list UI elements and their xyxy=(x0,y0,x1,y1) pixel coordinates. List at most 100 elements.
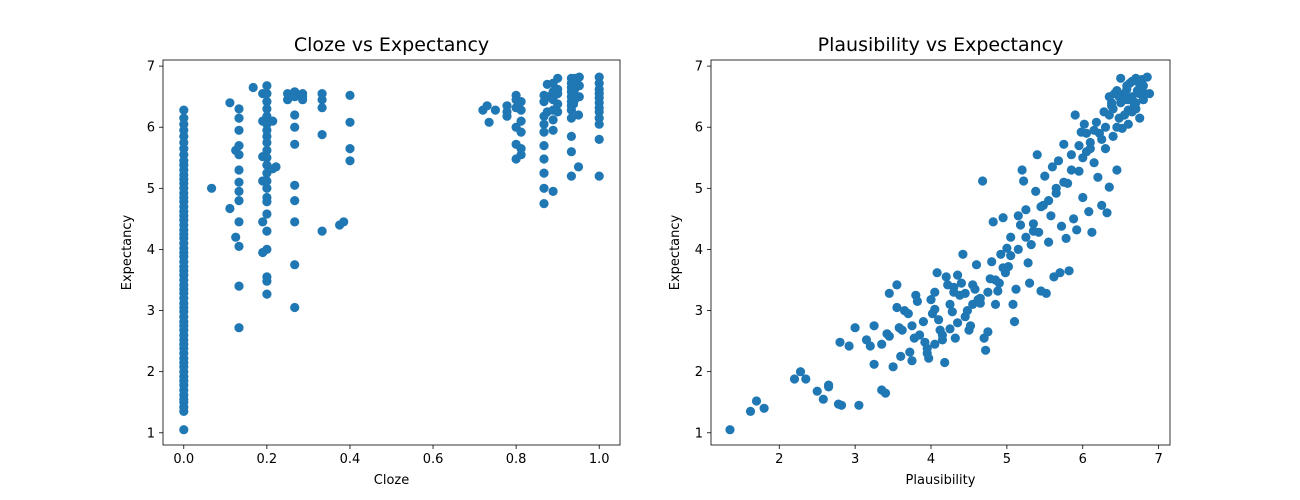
data-point xyxy=(937,330,948,340)
data-point xyxy=(926,295,936,305)
data-point xyxy=(1061,233,1071,243)
data-point xyxy=(1091,117,1101,127)
data-point xyxy=(835,337,845,347)
data-point xyxy=(1123,95,1133,105)
data-point xyxy=(1044,196,1054,206)
data-point xyxy=(1135,113,1145,123)
x-tick-label: 2 xyxy=(775,452,783,467)
data-point xyxy=(896,351,906,361)
x-tick-label: 5 xyxy=(1003,452,1011,467)
data-point xyxy=(1107,101,1117,111)
data-point xyxy=(1078,192,1088,203)
data-point xyxy=(516,105,526,115)
data-point xyxy=(1032,150,1042,160)
data-point xyxy=(225,203,235,214)
data-point xyxy=(553,73,563,83)
data-point xyxy=(941,272,951,282)
data-point xyxy=(553,89,563,99)
data-point xyxy=(993,286,1003,296)
data-point xyxy=(234,150,244,160)
data-point xyxy=(345,90,355,100)
data-point xyxy=(1079,119,1089,129)
data-point xyxy=(262,289,272,299)
data-point xyxy=(553,99,563,109)
data-point xyxy=(930,287,940,297)
data-point xyxy=(970,284,980,294)
data-point xyxy=(234,281,244,291)
x-axis-label: Cloze xyxy=(374,473,409,488)
y-tick-label: 4 xyxy=(695,243,703,258)
data-point xyxy=(594,171,604,181)
data-point xyxy=(1142,72,1152,82)
x-tick-label: 0.0 xyxy=(173,452,194,467)
y-tick-label: 5 xyxy=(695,182,703,197)
y-tick-label: 6 xyxy=(147,121,155,136)
data-point xyxy=(996,249,1006,259)
data-point xyxy=(1108,131,1118,141)
data-point xyxy=(1059,139,1069,149)
data-point xyxy=(548,115,558,125)
y-tick-label: 3 xyxy=(695,304,703,319)
data-point xyxy=(850,323,860,333)
data-point xyxy=(1056,221,1067,231)
data-point xyxy=(234,196,244,206)
data-point xyxy=(1066,150,1076,160)
data-point xyxy=(918,317,929,327)
data-point xyxy=(1008,299,1018,309)
data-point xyxy=(317,95,327,105)
data-point xyxy=(922,348,932,358)
x-tick-label: 7 xyxy=(1154,452,1162,467)
data-point xyxy=(915,330,925,340)
data-point xyxy=(1013,211,1023,221)
data-point xyxy=(1104,182,1114,192)
data-point xyxy=(290,260,300,270)
data-point xyxy=(1009,317,1020,327)
data-point xyxy=(345,156,355,166)
data-point xyxy=(290,302,300,313)
data-point xyxy=(262,145,272,155)
data-point xyxy=(789,374,800,384)
data-point xyxy=(179,425,189,435)
data-point xyxy=(745,406,756,416)
data-point xyxy=(836,400,847,410)
data-point xyxy=(981,345,991,355)
data-point xyxy=(1023,258,1033,268)
y-tick-label: 1 xyxy=(695,426,703,441)
data-point xyxy=(824,380,834,390)
data-point xyxy=(539,199,549,209)
data-point xyxy=(1031,186,1041,196)
data-point xyxy=(262,197,272,207)
data-point xyxy=(516,150,526,160)
y-tick-label: 6 xyxy=(695,121,703,136)
y-tick-label: 3 xyxy=(147,304,155,319)
data-point xyxy=(998,213,1008,223)
data-point xyxy=(998,263,1008,273)
data-point xyxy=(930,339,940,349)
x-tick-label: 1.0 xyxy=(589,452,610,467)
data-point xyxy=(869,321,879,331)
data-point xyxy=(751,396,762,406)
data-point xyxy=(574,92,584,102)
data-point xyxy=(234,165,244,175)
data-point xyxy=(1064,266,1074,276)
y-axis-label: Expectancy xyxy=(668,214,683,290)
data-point xyxy=(1021,205,1031,215)
data-point xyxy=(1046,211,1056,221)
data-point xyxy=(1069,214,1079,224)
x-tick-label: 6 xyxy=(1079,452,1087,467)
data-point xyxy=(1093,172,1103,182)
data-point xyxy=(1116,73,1126,83)
data-point xyxy=(262,104,272,114)
data-point xyxy=(248,82,258,93)
data-point xyxy=(1019,176,1029,186)
data-point xyxy=(548,125,558,135)
data-point xyxy=(317,103,327,113)
axes-frame xyxy=(710,59,1171,446)
data-point xyxy=(1122,81,1132,91)
data-point xyxy=(290,92,300,102)
data-point xyxy=(262,137,272,148)
data-point xyxy=(566,171,577,181)
data-point xyxy=(1097,134,1107,144)
data-point xyxy=(953,270,963,280)
data-point xyxy=(234,141,244,151)
